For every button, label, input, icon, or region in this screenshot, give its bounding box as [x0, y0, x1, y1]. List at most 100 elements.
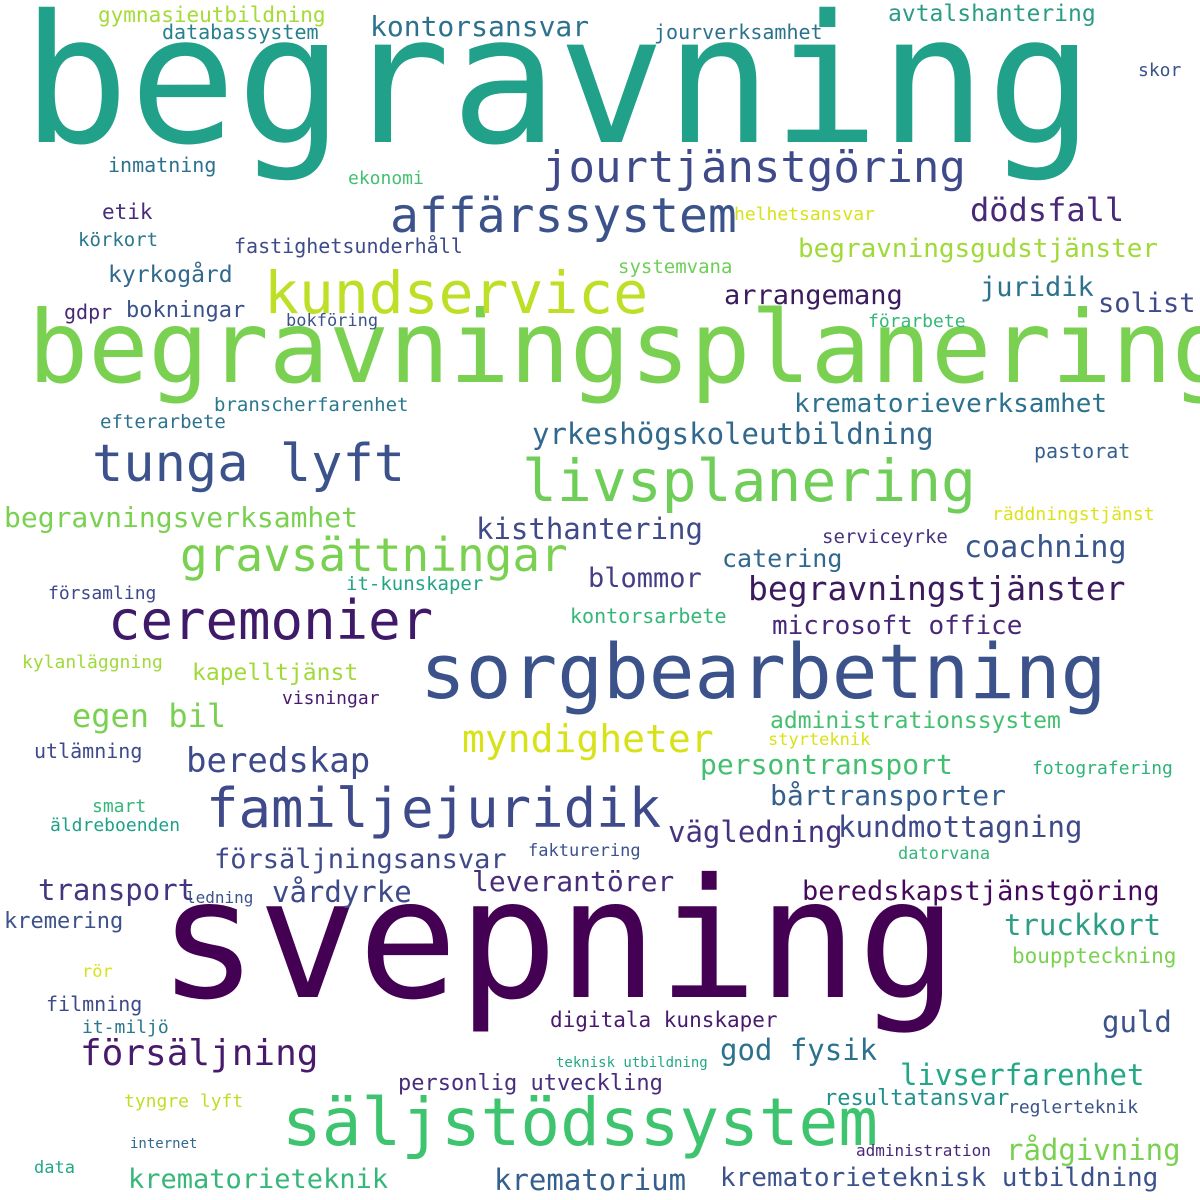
- word-myndigheter: myndigheter: [462, 717, 714, 761]
- word-begravningsverksamhet: begravningsverksamhet: [4, 501, 359, 534]
- word-it-kunskaper: it-kunskaper: [346, 573, 484, 595]
- word-gymnasieutbildning: gymnasieutbildning: [98, 3, 326, 27]
- word-forsamling: församling: [48, 583, 157, 604]
- word-bokningar: bokningar: [126, 298, 246, 323]
- word-it-miljo: it-miljö: [82, 1017, 169, 1038]
- word-branscherfarenhet: branscherfarenhet: [214, 394, 409, 416]
- word-sorgbearbetning: sorgbearbetning: [420, 627, 1107, 716]
- word-gdpr: gdpr: [64, 300, 113, 324]
- word-reglerteknik: reglerteknik: [1008, 1097, 1139, 1118]
- word-fotografering: fotografering: [1032, 758, 1173, 779]
- word-persontransport: persontransport: [700, 748, 953, 781]
- word-begravningsplanering: begravningsplanering: [28, 289, 1200, 406]
- word-ledning: ledning: [186, 888, 254, 907]
- word-arrangemang: arrangemang: [724, 280, 903, 311]
- word-kontorsansvar: kontorsansvar: [370, 10, 590, 43]
- word-aldreboenden: äldreboenden: [50, 815, 181, 836]
- word-ror: rör: [82, 962, 113, 982]
- word-fakturering: fakturering: [528, 841, 641, 861]
- word-internet: internet: [130, 1136, 198, 1152]
- word-raddningstjanst: räddningstjänst: [992, 504, 1155, 525]
- word-livsplanering: livsplanering: [522, 447, 976, 515]
- word-data: data: [34, 1158, 75, 1178]
- word-kisthantering: kisthantering: [476, 512, 703, 546]
- word-beredskapstjanstgoring: beredskapstjänstgöring: [802, 876, 1160, 907]
- word-gravsattningar: gravsättningar: [180, 528, 568, 582]
- word-affarssystem: affärssystem: [390, 188, 737, 244]
- word-korkort: körkort: [78, 229, 159, 251]
- word-transport: transport: [38, 873, 196, 907]
- word-solist: solist: [1098, 288, 1196, 319]
- word-administrationssystem: administrationssystem: [770, 708, 1061, 734]
- word-radgivning: rådgivning: [1006, 1133, 1181, 1167]
- word-dodsfall: dödsfall: [970, 191, 1125, 229]
- word-yrkeshogskoleutbildning: yrkeshögskoleutbildning: [532, 417, 934, 451]
- word-catering: catering: [722, 544, 843, 573]
- word-bouppteckning: bouppteckning: [1012, 944, 1177, 968]
- word-kundmottagning: kundmottagning: [838, 810, 1083, 844]
- word-familjejuridik: familjejuridik: [206, 777, 662, 840]
- word-filmning: filmning: [46, 992, 143, 1016]
- word-god-fysik: god fysik: [720, 1033, 878, 1067]
- word-forarbete: förarbete: [868, 311, 966, 332]
- word-smart: smart: [92, 796, 147, 817]
- word-pastorat: pastorat: [1034, 439, 1131, 463]
- word-saljstodssystem: säljstödssystem: [282, 1084, 879, 1161]
- word-kylanlaggning: kylanläggning: [22, 652, 163, 673]
- word-fastighetsunderhall: fastighetsunderhåll: [234, 234, 463, 258]
- word-tyngre-lyft: tyngre lyft: [124, 1091, 244, 1112]
- word-krematorieteknisk-utbildning: krematorieteknisk utbildning: [720, 1163, 1159, 1193]
- word-egen-bil: egen bil: [72, 697, 227, 735]
- word-krematorieverksamhet: krematorieverksamhet: [794, 389, 1108, 419]
- word-ceremonier: ceremonier: [108, 589, 434, 652]
- word-vardyrke: vårdyrke: [272, 875, 412, 909]
- word-microsoft-office: microsoft office: [772, 611, 1023, 641]
- word-bartransporter: bårtransporter: [770, 779, 1007, 812]
- word-visningar: visningar: [282, 688, 380, 709]
- word-vagledning: vägledning: [668, 815, 843, 849]
- word-inmatning: inmatning: [108, 153, 217, 177]
- word-kundservice: kundservice: [264, 259, 649, 327]
- word-databassystem: databassystem: [162, 20, 319, 44]
- word-guld: guld: [1102, 1005, 1172, 1039]
- word-juridik: juridik: [980, 272, 1094, 303]
- word-jourtjanstgoring: jourtjänstgöring: [542, 142, 966, 193]
- word-forsaljningsansvar: försäljningsansvar: [214, 844, 507, 875]
- word-styrteknik: styrteknik: [768, 730, 871, 750]
- word-livserfarenhet: livserfarenhet: [900, 1058, 1145, 1092]
- word-teknisk-utbildning: teknisk utbildning: [556, 1055, 708, 1071]
- word-avtalshantering: avtalshantering: [888, 1, 1096, 27]
- word-personlig-utveckling: personlig utveckling: [398, 1071, 663, 1096]
- word-etik: etik: [102, 200, 153, 224]
- word-serviceyrke: serviceyrke: [822, 526, 948, 548]
- word-kapelltjanst: kapelltjänst: [192, 660, 359, 686]
- word-resultatansvar: resultatansvar: [824, 1086, 1010, 1111]
- word-coachning: coachning: [964, 530, 1127, 565]
- word-administration: administration: [856, 1141, 991, 1160]
- word-begravningstjanster: begravningstjänster: [748, 569, 1126, 608]
- word-efterarbete: efterarbete: [100, 411, 226, 433]
- word-ekonomi: ekonomi: [348, 168, 424, 189]
- word-blommor: blommor: [588, 563, 702, 594]
- word-truckkort: truckkort: [1004, 908, 1162, 942]
- word-digitala-kunskaper: digitala kunskaper: [550, 1008, 778, 1032]
- word-tunga-lyft: tunga lyft: [92, 434, 406, 494]
- word-helhetsansvar: helhetsansvar: [734, 204, 875, 225]
- word-bokforing: bokföring: [286, 311, 379, 331]
- word-beredskap: beredskap: [186, 741, 371, 781]
- word-utlamning: utlämning: [34, 739, 143, 763]
- word-jourverksamhet: jourverksamhet: [654, 20, 823, 44]
- word-leverantorer: leverantörer: [472, 865, 675, 898]
- word-kyrkogard: kyrkogård: [108, 262, 233, 288]
- word-kontorsarbete: kontorsarbete: [570, 604, 727, 628]
- word-begravning: begravning: [22, 0, 1094, 184]
- word-skor: skor: [1138, 60, 1182, 81]
- word-kremering: kremering: [4, 909, 124, 934]
- word-begravningsgudstjanster: begravningsgudstjänster: [798, 234, 1159, 264]
- word-krematorium: krematorium: [494, 1163, 687, 1197]
- word-datorvana: datorvana: [898, 844, 991, 864]
- word-systemvana: systemvana: [618, 256, 733, 278]
- word-forsaljning: försäljning: [80, 1033, 319, 1074]
- word-krematorieteknik: krematorieteknik: [128, 1164, 389, 1195]
